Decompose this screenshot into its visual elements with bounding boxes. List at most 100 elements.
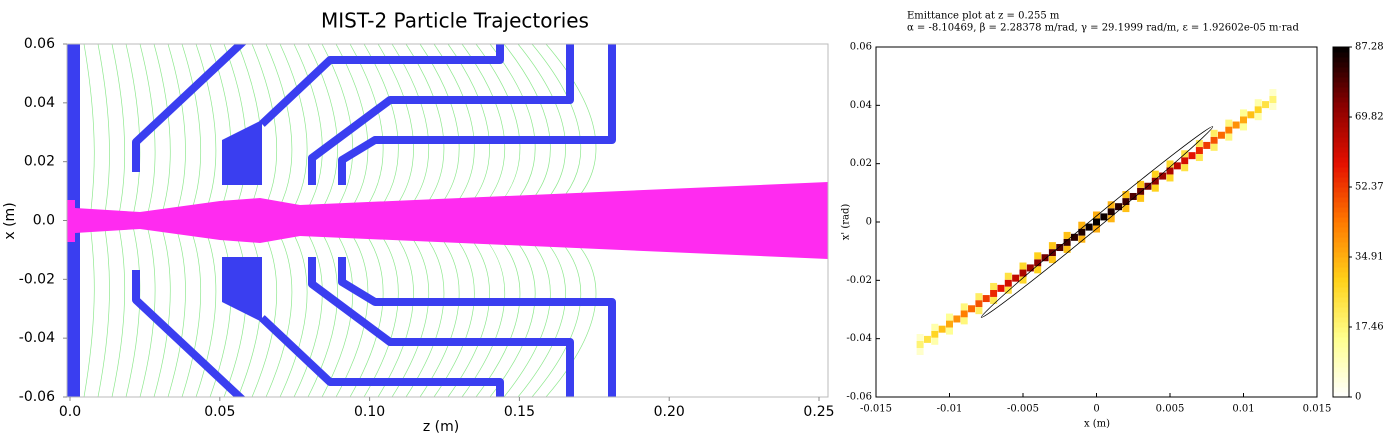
heatmap-cell <box>931 337 939 345</box>
heatmap-cell <box>990 289 998 297</box>
colorbar-segment <box>1333 347 1349 353</box>
colorbar-segment <box>1333 117 1349 123</box>
y-tick-label: 0.04 <box>850 100 872 111</box>
colorbar-segment <box>1333 187 1349 193</box>
heatmap-cell <box>1225 133 1233 141</box>
heatmap-cell <box>1129 192 1137 200</box>
x-tick-label: 0.10 <box>354 404 385 420</box>
heatmap-cell <box>1019 269 1027 277</box>
y-tick-label: -0.04 <box>19 330 55 346</box>
heatmap-cell <box>1195 154 1203 162</box>
heatmap-cell <box>975 307 983 315</box>
colorbar-segment <box>1333 97 1349 103</box>
heatmap-cell <box>1122 198 1130 206</box>
y-tick-label: -0.02 <box>19 271 55 287</box>
colorbar-segment <box>1333 157 1349 163</box>
colorbar-segment <box>1333 162 1349 168</box>
heatmap-cell <box>1217 131 1225 139</box>
heatmap-cell <box>916 334 924 341</box>
heatmap-cell <box>1195 147 1203 155</box>
colorbar-segment <box>1333 82 1349 88</box>
colorbar-segment <box>1333 392 1349 398</box>
colorbar-segment <box>1333 262 1349 268</box>
colorbar-segment <box>1333 212 1349 218</box>
heatmap-cell <box>1225 126 1233 134</box>
colorbar-segment <box>1333 177 1349 183</box>
colorbar-segment <box>1333 372 1349 378</box>
y-axis-label: x (m) <box>2 202 18 239</box>
y-tick-label: 0.04 <box>24 95 55 111</box>
colorbar-segment <box>1333 227 1349 233</box>
heatmap-cell <box>1210 136 1218 144</box>
heatmap-cell <box>1137 180 1145 188</box>
colorbar-segment <box>1333 127 1349 133</box>
heatmap-cell <box>1225 119 1233 127</box>
colorbar-segment <box>1333 77 1349 83</box>
heatmap-cell <box>1100 213 1108 221</box>
x-tick-label: 0.0 <box>59 404 81 420</box>
x-tick-label: 0.05 <box>204 404 235 420</box>
colorbar-segment <box>1333 287 1349 293</box>
x-tick-label: -0.005 <box>1007 404 1039 415</box>
colorbar-segment <box>1333 352 1349 358</box>
colorbar-segment <box>1333 92 1349 98</box>
colorbar-segment <box>1333 217 1349 223</box>
heatmap-cell <box>1240 123 1247 131</box>
electrode <box>338 257 616 397</box>
colorbar-segment <box>1333 257 1349 263</box>
colorbar-segment <box>1333 222 1349 228</box>
colorbar-segment <box>1333 382 1349 388</box>
heatmap-cell <box>1019 262 1027 270</box>
y-tick-label: 0.0 <box>33 213 55 229</box>
heatmap-cell <box>1063 238 1071 246</box>
heatmap-cell <box>975 300 983 308</box>
heatmap-cell <box>1070 233 1078 241</box>
colorbar-tick-label: 52.37 <box>1355 181 1384 192</box>
heatmap-cell <box>1107 201 1115 209</box>
electrode <box>259 315 504 397</box>
heatmap-cell <box>1107 208 1115 216</box>
heatmap-cell <box>990 296 998 304</box>
chart-subtitle: α = -8.10469, β = 2.28378 m/rad, γ = 29.… <box>907 23 1299 34</box>
heatmap-cell <box>982 295 990 303</box>
heatmap-cell <box>1048 242 1056 250</box>
heatmap-cell <box>1078 228 1086 236</box>
heatmap-cell <box>946 320 953 328</box>
heatmap-cell <box>1004 272 1012 280</box>
x-tick-label: 0.20 <box>654 404 685 420</box>
heatmap-cell <box>1093 211 1100 219</box>
heatmap-cell <box>1181 157 1189 165</box>
electrode <box>308 44 574 185</box>
colorbar-segment <box>1333 182 1349 188</box>
heatmap-cell <box>1188 152 1196 160</box>
heatmap-cell <box>1173 162 1181 170</box>
y-tick-label: -0.06 <box>846 392 872 403</box>
colorbar-segment <box>1333 237 1349 243</box>
y-tick-label: 0.02 <box>24 154 55 170</box>
heatmap-cell <box>1240 116 1247 124</box>
colorbar-segment <box>1333 247 1349 253</box>
heatmap-cell <box>1012 274 1020 282</box>
colorbar-segment <box>1333 332 1349 338</box>
colorbar-segment <box>1333 167 1349 173</box>
heatmap-cell <box>931 323 939 331</box>
electrode <box>259 44 504 127</box>
colorbar-segment <box>1333 67 1349 73</box>
heatmap-cell <box>1203 141 1211 149</box>
y-tick-label: -0.06 <box>19 389 55 405</box>
heatmap-cell <box>946 313 953 321</box>
plot-area <box>67 44 828 397</box>
heatmap-cell <box>1166 167 1174 175</box>
heatmap-cell <box>1151 177 1159 185</box>
colorbar-segment <box>1333 377 1349 383</box>
heatmap-cell <box>1166 174 1174 182</box>
heatmap-cell <box>1093 218 1100 226</box>
x-tick-label: 0.01 <box>1232 404 1254 415</box>
colorbar-segment <box>1333 292 1349 298</box>
chart-title: MIST-2 Particle Trajectories <box>321 9 589 33</box>
colorbar-segment <box>1333 252 1349 258</box>
y-axis-label: x' (rad) <box>841 204 852 241</box>
colorbar-tick-label: 34.91 <box>1355 252 1384 263</box>
colorbar-segment <box>1333 132 1349 138</box>
colorbar-segment <box>1333 107 1349 113</box>
